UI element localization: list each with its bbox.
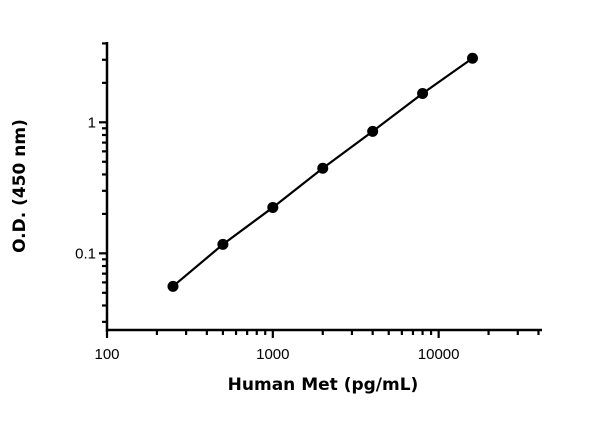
y-axis: 0.11	[75, 42, 109, 332]
data-point	[367, 125, 379, 137]
x-axis-label: Human Met (pg/mL)	[227, 375, 419, 395]
x-axis: 100 1000 10000	[94, 328, 542, 363]
data-point	[466, 52, 478, 64]
y-tick-label: 0.1	[75, 245, 96, 262]
data-point	[417, 87, 429, 99]
data-point	[267, 201, 279, 213]
data-point	[217, 238, 229, 250]
x-tick-label: 100	[94, 346, 119, 363]
x-tick-label: 1000	[256, 346, 289, 363]
data-point	[317, 162, 329, 174]
data-series	[167, 52, 478, 292]
y-tick-label: 1	[88, 114, 96, 131]
y-axis-label: O.D. (450 nm)	[10, 119, 30, 253]
data-point	[167, 280, 179, 292]
x-tick-label: 10000	[418, 346, 460, 363]
